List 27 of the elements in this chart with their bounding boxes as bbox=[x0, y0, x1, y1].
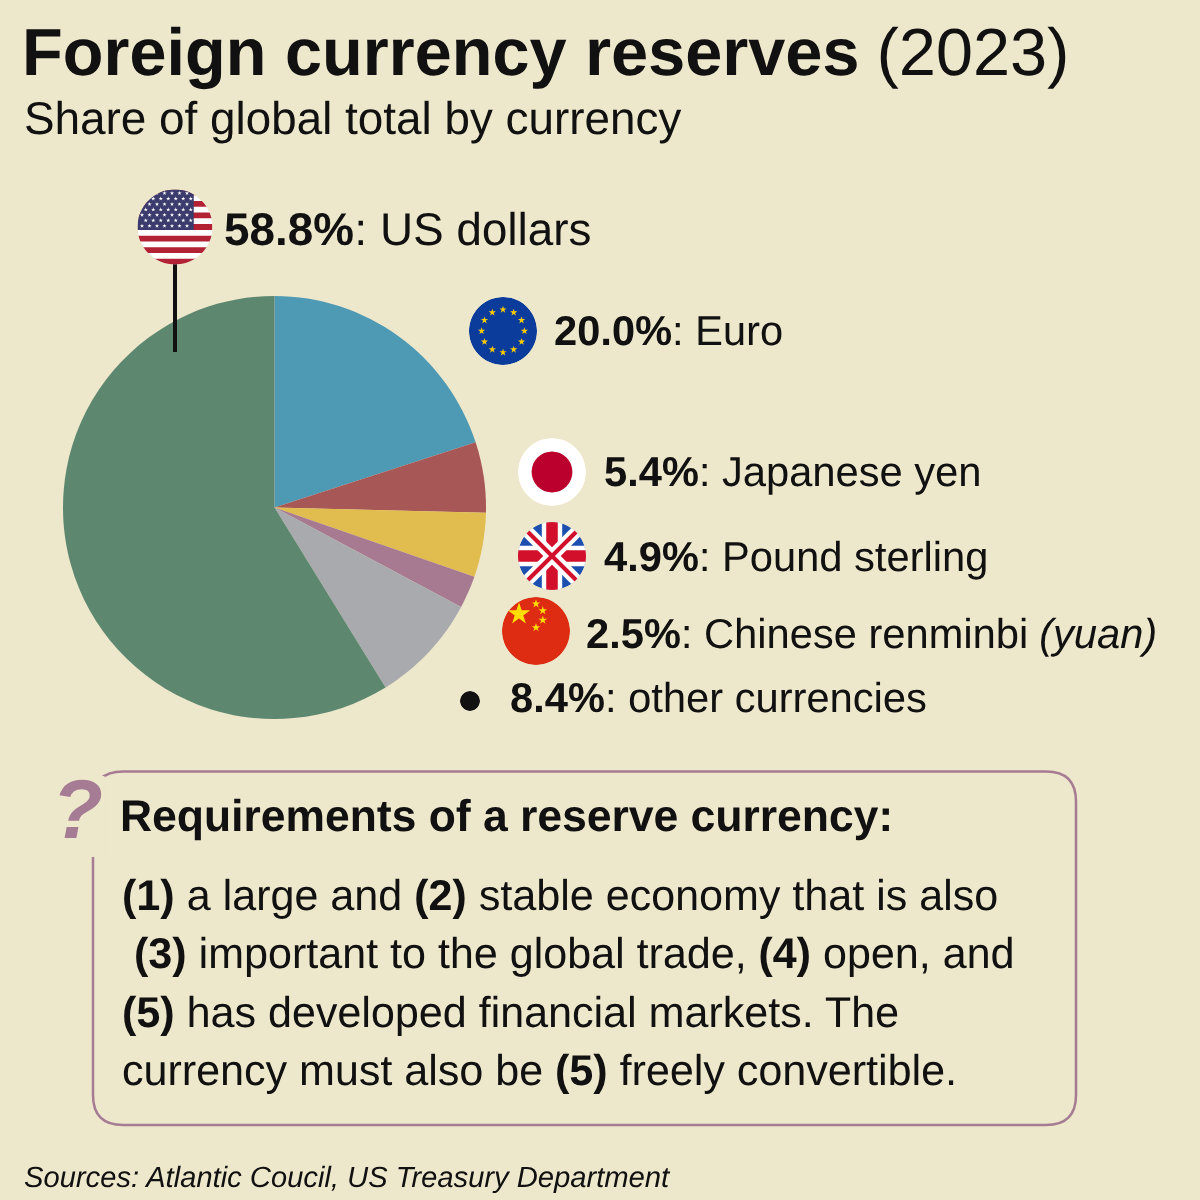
slice-label: Pound sterling bbox=[725, 540, 986, 580]
data-label: 5.4%: bbox=[605, 457, 707, 487]
pie-slice bbox=[274, 442, 486, 513]
text: currency must also be (5) freely convertible. bbox=[123, 1053, 954, 1094]
pie-slice bbox=[63, 296, 386, 719]
source-note: Sources: Atlantic Coucil, US Treasury Department bbox=[24, 1165, 671, 1194]
data-label: 8.4%: bbox=[511, 682, 613, 713]
slice-label: Euro bbox=[698, 316, 782, 346]
pie-slice bbox=[274, 296, 476, 508]
text: (1) a large and (2) stable economy that is also bbox=[124, 878, 997, 919]
pie-slice bbox=[274, 507, 462, 688]
text: Requirements of a reserve currency: bbox=[122, 798, 889, 841]
pie-slice bbox=[274, 507, 486, 577]
text: (3) important to the global trade, (4) open, and bbox=[136, 936, 1012, 977]
slice-label: Japanese yen bbox=[722, 457, 979, 495]
text: ? bbox=[59, 779, 102, 838]
data-label: 2.5%: bbox=[587, 618, 689, 649]
pie-slice bbox=[274, 507, 475, 608]
chart-title: Foreign currency reserves (2023) bbox=[26, 26, 1066, 90]
text: (5) has developed financial markets. The bbox=[124, 995, 898, 1036]
data-label: 4.9%: bbox=[604, 541, 707, 572]
chart-subtitle: Share of global total by currency bbox=[26, 100, 682, 144]
slice-label: US dollars bbox=[383, 211, 590, 246]
data-label: 58.8%: bbox=[225, 213, 363, 246]
slice-label: Chinese renminbi (yuan) bbox=[706, 617, 1155, 657]
slice-label: other currencies bbox=[629, 681, 926, 713]
data-label: 20.0%: bbox=[555, 315, 680, 346]
